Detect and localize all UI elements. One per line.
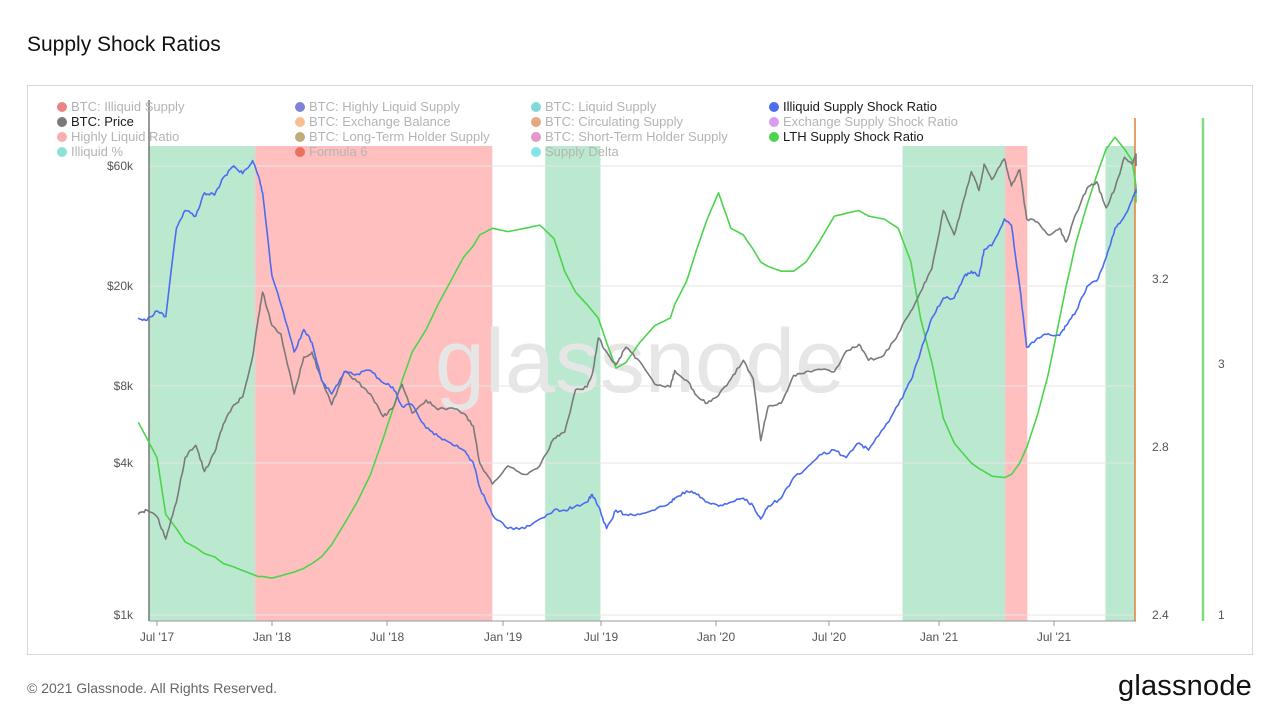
illiquid-ratio-series: [137, 159, 1137, 531]
legend-dot-icon: [531, 101, 541, 112]
legend-item[interactable]: Highly Liquid Ratio: [57, 129, 179, 144]
green-band: [545, 146, 601, 621]
legend-label: BTC: Highly Liquid Supply: [309, 99, 461, 114]
x-tick-label: Jul '18: [370, 630, 405, 644]
red-band: [255, 146, 493, 621]
legend-item[interactable]: LTH Supply Shock Ratio: [769, 129, 924, 144]
legend-label: Illiquid Supply Shock Ratio: [783, 99, 937, 114]
green-band: [149, 146, 256, 621]
x-tick-label: Jul '17: [140, 630, 175, 644]
y-tick-label: $60k: [107, 159, 134, 173]
legend-label: BTC: Liquid Supply: [545, 99, 657, 114]
legend-item[interactable]: BTC: Price: [57, 114, 134, 129]
x-tick-label: Jan '21: [920, 630, 959, 644]
legend-dot-icon: [769, 116, 779, 127]
legend-dot-icon: [531, 146, 541, 157]
copyright-footer: © 2021 Glassnode. All Rights Reserved.: [27, 680, 278, 696]
legend-item[interactable]: BTC: Liquid Supply: [531, 99, 656, 114]
legend-dot-icon: [295, 101, 305, 112]
legend-label: Exchange Supply Shock Ratio: [783, 114, 958, 129]
legend-dot-icon: [769, 101, 779, 112]
legend-label: Highly Liquid Ratio: [71, 129, 180, 144]
chart-title: Supply Shock Ratios: [27, 33, 221, 56]
legend-item[interactable]: BTC: Short-Term Holder Supply: [531, 129, 728, 144]
right-1-tick-label: 3.2: [1152, 272, 1169, 286]
legend-item[interactable]: Illiquid %: [57, 144, 123, 159]
legend-item[interactable]: BTC: Exchange Balance: [295, 114, 451, 129]
legend-item[interactable]: BTC: Long-Term Holder Supply: [295, 129, 490, 144]
legend-item[interactable]: Supply Delta: [531, 144, 619, 159]
legend-dot-icon: [295, 131, 305, 142]
x-tick-label: Jan '20: [697, 630, 736, 644]
right-2-tick-label: 3: [1218, 357, 1225, 371]
green-band: [902, 146, 1006, 621]
legend: BTC: Illiquid Supply BTC: Highly Liquid S…: [0, 0, 1280, 160]
series-line: [137, 159, 1137, 531]
regime-bands: [149, 146, 1135, 621]
chart-frame: [27, 85, 1253, 655]
price-series: [137, 153, 1137, 540]
legend-label: BTC: Exchange Balance: [309, 114, 451, 129]
legend-item[interactable]: Formula 6: [295, 144, 368, 159]
legend-dot-icon: [531, 116, 541, 127]
x-tick-label: Jul '19: [584, 630, 619, 644]
y-tick-label: $4k: [114, 456, 134, 470]
lth-ratio-series: [137, 136, 1137, 579]
x-tick-label: Jan '19: [484, 630, 523, 644]
legend-dot-icon: [769, 131, 779, 142]
legend-label: Formula 6: [309, 144, 368, 159]
series-line: [137, 136, 1137, 579]
legend-dot-icon: [57, 101, 67, 112]
legend-label: Supply Delta: [545, 144, 619, 159]
right-1-tick-label: 2.4: [1152, 608, 1169, 622]
green-band: [1105, 146, 1135, 621]
legend-item[interactable]: Exchange Supply Shock Ratio: [769, 114, 958, 129]
legend-label: BTC: Price: [71, 114, 134, 129]
legend-label: BTC: Long-Term Holder Supply: [309, 129, 490, 144]
legend-label: LTH Supply Shock Ratio: [783, 129, 924, 144]
x-tick-label: Jul '20: [812, 630, 847, 644]
series-line: [137, 153, 1137, 540]
legend-label: BTC: Illiquid Supply: [71, 99, 185, 114]
legend-item[interactable]: Illiquid Supply Shock Ratio: [769, 99, 937, 114]
right-2-tick-label: 1: [1218, 608, 1225, 622]
y-tick-label: $20k: [107, 279, 134, 293]
y-tick-label: $1k: [114, 608, 134, 622]
legend-label: BTC: Short-Term Holder Supply: [545, 129, 728, 144]
legend-dot-icon: [295, 146, 305, 157]
legend-item[interactable]: BTC: Illiquid Supply: [57, 99, 184, 114]
x-tick-label: Jul '21: [1037, 630, 1072, 644]
legend-dot-icon: [57, 131, 67, 142]
legend-dot-icon: [295, 116, 305, 127]
legend-dot-icon: [531, 131, 541, 142]
legend-dot-icon: [57, 116, 67, 127]
glassnode-logo: glassnode: [1117, 670, 1252, 702]
x-tick-label: Jan '18: [253, 630, 292, 644]
right-1-tick-label: 2.8: [1152, 440, 1169, 454]
legend-item[interactable]: BTC: Highly Liquid Supply: [295, 99, 460, 114]
legend-dot-icon: [57, 146, 67, 157]
legend-label: Illiquid %: [71, 144, 124, 159]
legend-item[interactable]: BTC: Circulating Supply: [531, 114, 683, 129]
red-band: [1005, 146, 1028, 621]
y-tick-label: $8k: [114, 379, 134, 393]
legend-label: BTC: Circulating Supply: [545, 114, 683, 129]
